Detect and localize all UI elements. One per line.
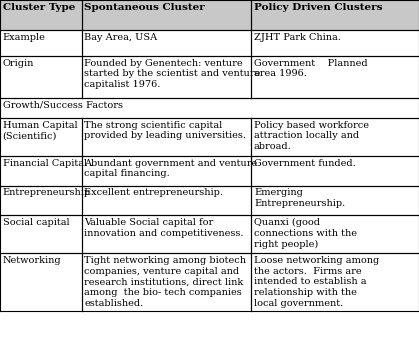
Bar bbox=[0, 215, 82, 253]
Text: Loose networking among
the actors.  Firms are
intended to establish a
relationsh: Loose networking among the actors. Firms… bbox=[254, 256, 379, 308]
Bar bbox=[0, 253, 82, 311]
Bar bbox=[0, 30, 82, 56]
Bar bbox=[0, 98, 419, 118]
Bar bbox=[82, 0, 251, 30]
Text: The strong scientific capital
provided by leading universities.: The strong scientific capital provided b… bbox=[84, 121, 246, 140]
Text: Entrepreneurship: Entrepreneurship bbox=[3, 188, 91, 197]
Text: Quanxi (good
connections with the
right people): Quanxi (good connections with the right … bbox=[254, 218, 357, 249]
Text: Bay Area, USA: Bay Area, USA bbox=[84, 33, 158, 42]
Text: Emerging
Entrepreneurship.: Emerging Entrepreneurship. bbox=[254, 188, 345, 208]
Text: Excellent entrepreneurship.: Excellent entrepreneurship. bbox=[84, 188, 223, 197]
Text: Social capital: Social capital bbox=[3, 218, 69, 227]
Text: Growth/Success Factors: Growth/Success Factors bbox=[3, 100, 122, 109]
Bar bbox=[82, 215, 251, 253]
Text: Example: Example bbox=[3, 33, 45, 42]
Bar bbox=[82, 186, 251, 215]
Text: Networking: Networking bbox=[3, 256, 61, 265]
Bar bbox=[82, 30, 251, 56]
Bar bbox=[251, 0, 419, 30]
Text: Valuable Social capital for
innovation and competitiveness.: Valuable Social capital for innovation a… bbox=[84, 218, 244, 238]
Bar bbox=[82, 118, 251, 156]
Text: Abundant government and venture
capital financing.: Abundant government and venture capital … bbox=[84, 159, 257, 178]
Bar bbox=[0, 0, 82, 30]
Text: Spontaneous Cluster: Spontaneous Cluster bbox=[84, 3, 205, 12]
Bar bbox=[0, 56, 82, 98]
Bar bbox=[0, 118, 82, 156]
Text: Founded by Genentech: venture
started by the scientist and venture
capitalist 19: Founded by Genentech: venture started by… bbox=[84, 59, 261, 89]
Bar bbox=[251, 118, 419, 156]
Text: Human Capital
(Scientific): Human Capital (Scientific) bbox=[3, 121, 77, 140]
Text: Tight networking among biotech
companies, venture capital and
research instituti: Tight networking among biotech companies… bbox=[84, 256, 246, 308]
Bar bbox=[251, 186, 419, 215]
Bar bbox=[251, 215, 419, 253]
Text: Government funded.: Government funded. bbox=[254, 159, 356, 168]
Bar bbox=[251, 156, 419, 186]
Text: ZJHT Park China.: ZJHT Park China. bbox=[254, 33, 341, 42]
Bar bbox=[82, 253, 251, 311]
Text: Policy Driven Clusters: Policy Driven Clusters bbox=[254, 3, 383, 12]
Text: Origin: Origin bbox=[3, 59, 34, 68]
Text: Government    Planned
area 1996.: Government Planned area 1996. bbox=[254, 59, 367, 79]
Bar bbox=[251, 253, 419, 311]
Bar bbox=[251, 30, 419, 56]
Text: Policy based workforce
attraction locally and
abroad.: Policy based workforce attraction locall… bbox=[254, 121, 369, 151]
Bar bbox=[82, 156, 251, 186]
Bar bbox=[0, 156, 82, 186]
Bar bbox=[251, 56, 419, 98]
Text: Cluster Type: Cluster Type bbox=[3, 3, 75, 12]
Bar bbox=[0, 186, 82, 215]
Text: Financial Capital: Financial Capital bbox=[3, 159, 87, 168]
Bar bbox=[82, 56, 251, 98]
